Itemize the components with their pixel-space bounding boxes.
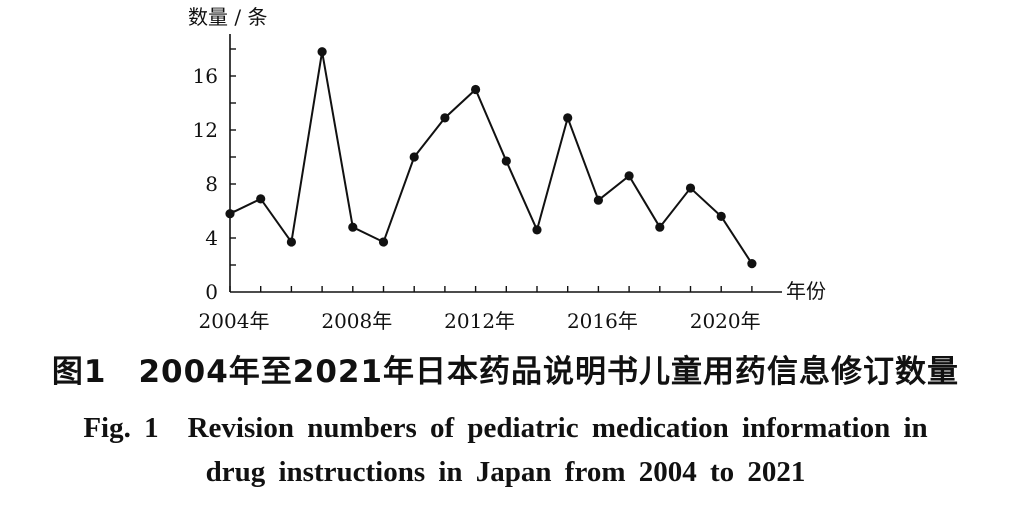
y-tick-label: 12 [193,118,218,142]
data-series [225,47,757,269]
data-point [716,211,726,221]
data-point [440,113,450,123]
y-tick-label: 8 [205,172,218,196]
data-point [286,237,296,247]
x-axis-ticks: 2004年 2008年 2012年 2016年 2020年 [199,286,761,333]
data-point [317,47,327,57]
data-point [409,152,419,162]
data-point [685,183,696,193]
data-point [501,156,511,166]
x-tick-label: 2004年 [199,309,270,333]
figure-caption-chinese: 图1 2004年至2021年日本药品说明书儿童用药信息修订数量 [51,354,960,390]
x-tick-label: 2016年 [567,309,638,333]
figure-caption-english-line1: Fig. 1 Revision numbers of pediatric med… [83,412,928,444]
x-tick-label: 2008年 [321,309,392,333]
data-point [471,84,481,95]
data-point [348,222,358,232]
y-tick-label: 4 [205,226,218,250]
series-line [229,51,753,265]
x-axis-label: 年份 [786,279,826,303]
y-axis-ticks: 0 4 8 12 16 [193,48,236,304]
line-chart: 0 4 8 12 16 2004年 2008年 2012年 2016年 2020年 数量 / 条… [188,5,826,333]
y-tick-label: 0 [205,280,218,304]
data-point [747,259,757,269]
data-point [593,195,604,205]
data-point [624,171,634,181]
figure-caption-english-line2: drug instructions in Japan from 2004 to … [205,456,806,488]
data-point [225,209,235,219]
data-point [563,113,573,123]
x-tick-label: 2012年 [444,309,515,333]
data-point [532,225,542,235]
y-tick-label: 16 [193,64,218,88]
x-tick-label: 2020年 [690,309,761,333]
data-point [378,237,389,247]
data-point [256,194,266,204]
y-axis-label: 数量 / 条 [188,5,267,29]
data-point [655,222,665,232]
